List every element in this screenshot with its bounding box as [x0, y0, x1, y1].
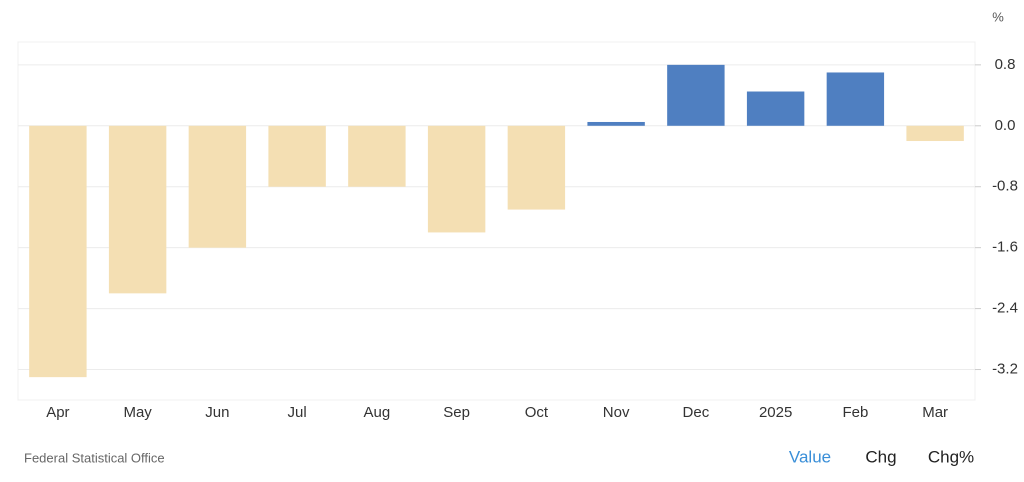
control-button[interactable]: Value	[789, 447, 831, 466]
x-tick-label: 2025	[759, 404, 792, 421]
y-tick-label: 0.8	[995, 56, 1016, 73]
bar	[268, 125, 326, 187]
bar	[29, 125, 87, 378]
x-tick-label: Jul	[288, 404, 307, 421]
bar	[667, 64, 725, 126]
bar	[826, 72, 885, 126]
x-tick-label: Jun	[205, 404, 229, 421]
bar	[587, 121, 645, 126]
x-tick-label: Oct	[525, 404, 549, 421]
plot-area	[17, 41, 976, 401]
x-tick-label: Nov	[603, 404, 630, 421]
control-button[interactable]: Chg%	[928, 447, 974, 466]
x-tick-label: May	[123, 404, 152, 421]
x-tick-label: Apr	[46, 404, 69, 421]
bar	[507, 125, 566, 210]
y-tick-label: -3.2	[992, 361, 1018, 378]
y-tick-label: 0.0	[995, 117, 1016, 134]
y-unit: %	[992, 9, 1004, 24]
x-tick-label: Aug	[364, 404, 391, 421]
y-tick-label: -0.8	[992, 178, 1018, 195]
bar	[188, 125, 247, 248]
x-tick-label: Feb	[842, 404, 868, 421]
y-tick-label: -2.4	[992, 300, 1018, 317]
bar	[427, 125, 486, 233]
control-button[interactable]: Chg	[865, 447, 896, 466]
bar	[746, 91, 805, 126]
bar	[906, 125, 964, 142]
bar	[108, 125, 167, 294]
source: Federal Statistical Office	[24, 450, 165, 465]
x-tick-label: Mar	[922, 404, 948, 421]
bar	[348, 125, 406, 187]
x-tick-label: Sep	[443, 404, 470, 421]
y-tick-label: -1.6	[992, 239, 1018, 256]
x-tick-label: Dec	[683, 404, 710, 421]
